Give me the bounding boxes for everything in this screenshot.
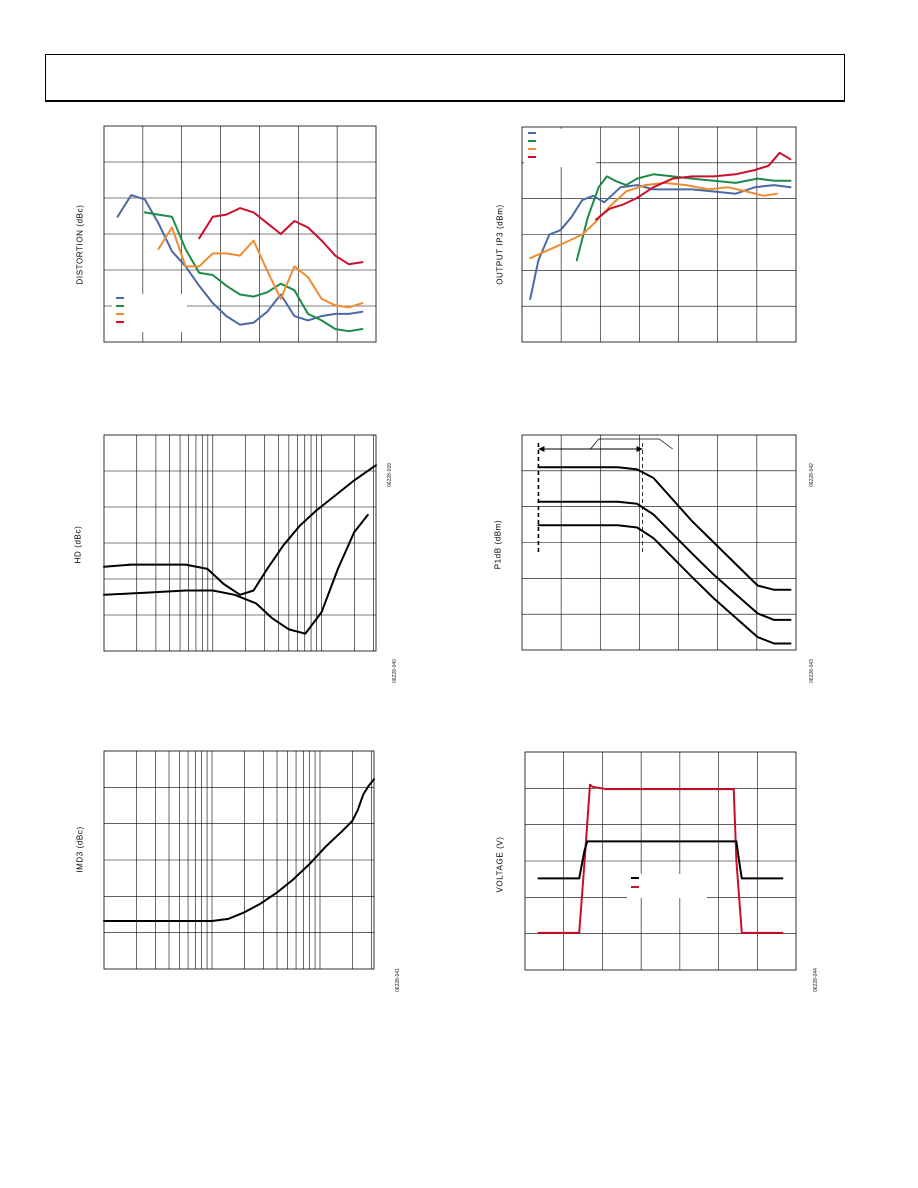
imd3-figure-code: 06228-041 xyxy=(395,968,401,992)
series-line-3 xyxy=(198,207,364,266)
p1db-chart xyxy=(521,434,797,651)
voltage-figure-code: 06228-044 xyxy=(813,968,819,992)
plot-frame xyxy=(521,126,797,343)
series-line-0 xyxy=(529,184,792,300)
series-line-0 xyxy=(103,464,377,596)
output-ip3-panel: OUTPUT IP3 (dBm) 06228-042 xyxy=(490,120,830,487)
plot-frame xyxy=(103,750,375,970)
distortion-panel: DISTORTION (dBc) 06228-039 xyxy=(70,120,410,487)
series-line-2 xyxy=(157,226,364,309)
series-line-1 xyxy=(537,840,784,880)
plot-frame xyxy=(103,434,377,652)
output-ip3-chart xyxy=(521,126,797,343)
series-line-1 xyxy=(103,513,369,635)
series-line-1 xyxy=(537,500,792,621)
series-line-0 xyxy=(116,194,364,326)
hd-chart xyxy=(103,434,377,652)
legend-box xyxy=(112,294,187,332)
plot-frame xyxy=(524,751,797,971)
series-line-3 xyxy=(595,151,792,221)
range-callout-bracket xyxy=(590,438,673,450)
p1db-figure-code: 06228-043 xyxy=(809,659,815,683)
plot-frame xyxy=(103,125,377,343)
distortion-chart xyxy=(103,125,377,343)
voltage-panel: VOLTAGE (V) 06228-044 xyxy=(490,745,830,1005)
hd-panel: HD (dBc) 06228-040 xyxy=(70,430,410,690)
legend-box xyxy=(627,874,707,898)
series-line-0 xyxy=(103,778,375,922)
series-line-1 xyxy=(575,173,792,262)
plot-frame xyxy=(521,434,797,651)
series-line-0 xyxy=(537,466,792,591)
voltage-chart xyxy=(524,751,797,971)
range-arrow-head-right xyxy=(636,446,643,452)
hd-figure-code: 06228-040 xyxy=(392,659,398,683)
p1db-panel: P1dB (dBm) 06228-043 xyxy=(490,430,830,690)
imd3-panel: IMD3 (dBc) 06228-041 xyxy=(70,745,410,1005)
series-line-1 xyxy=(143,211,364,333)
range-arrow-head-left xyxy=(538,446,545,452)
series-line-0 xyxy=(537,783,784,934)
series-line-2 xyxy=(529,181,778,260)
imd3-chart xyxy=(103,750,375,970)
page-header-box xyxy=(45,54,845,102)
series-line-2 xyxy=(537,524,792,645)
